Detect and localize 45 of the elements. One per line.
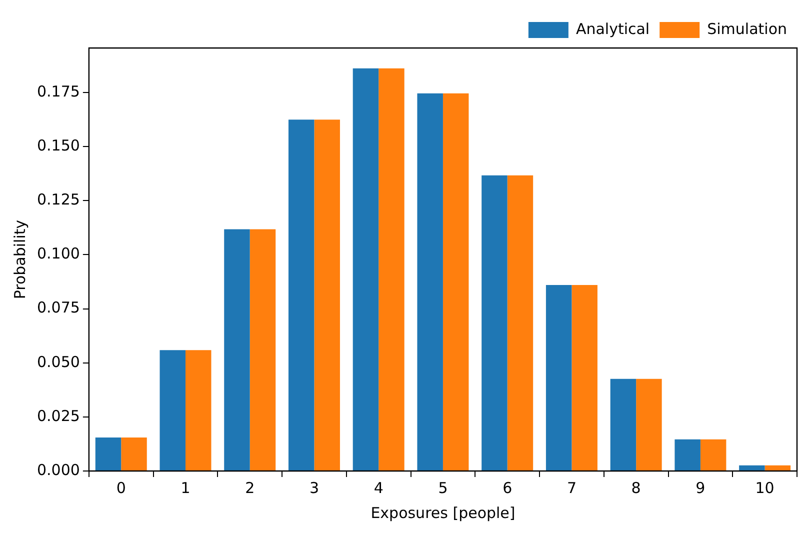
bar — [121, 437, 147, 470]
x-tick-label: 10 — [755, 478, 774, 497]
y-tick-label: 0.050 — [36, 352, 80, 371]
y-tick-label: 0.000 — [36, 460, 80, 479]
bar — [95, 437, 122, 470]
bar — [546, 285, 572, 470]
x-tick-label: 0 — [116, 478, 126, 497]
x-tick-label: 3 — [309, 478, 320, 497]
bar — [700, 439, 726, 470]
bar — [636, 378, 662, 470]
x-tick-label: 9 — [696, 478, 706, 497]
bar — [442, 93, 469, 470]
y-tick-label: 0.025 — [36, 406, 80, 425]
x-tick-label: 7 — [566, 478, 576, 497]
bar — [507, 175, 534, 470]
bar — [572, 285, 598, 470]
legend-label: Analytical — [576, 20, 650, 38]
x-tick-label: 1 — [180, 478, 190, 497]
bar — [185, 350, 212, 470]
bar — [764, 465, 791, 470]
x-tick-label: 5 — [438, 478, 448, 497]
legend-label: Simulation — [707, 20, 788, 38]
bar — [352, 68, 379, 470]
bar — [378, 68, 404, 470]
bar — [160, 350, 186, 470]
y-tick-label: 0.075 — [36, 298, 80, 317]
bar — [739, 465, 765, 470]
y-axis-title: Probability — [10, 220, 29, 300]
bar — [610, 378, 636, 470]
y-tick-label: 0.100 — [36, 244, 80, 263]
bar — [417, 93, 443, 470]
x-tick-label: 8 — [631, 478, 641, 497]
x-tick-label: 2 — [245, 478, 255, 497]
bar — [482, 175, 508, 470]
y-tick-label: 0.150 — [36, 136, 80, 155]
bar — [250, 229, 276, 470]
x-tick-label: 6 — [502, 478, 512, 497]
y-tick-label: 0.125 — [36, 190, 80, 209]
y-tick-label: 0.175 — [36, 82, 80, 100]
x-tick-label: 4 — [374, 478, 384, 497]
x-axis-title: Exposures [people] — [370, 504, 516, 522]
bar — [674, 439, 700, 470]
bar — [314, 120, 340, 470]
bar — [224, 229, 250, 470]
bar — [288, 120, 314, 470]
